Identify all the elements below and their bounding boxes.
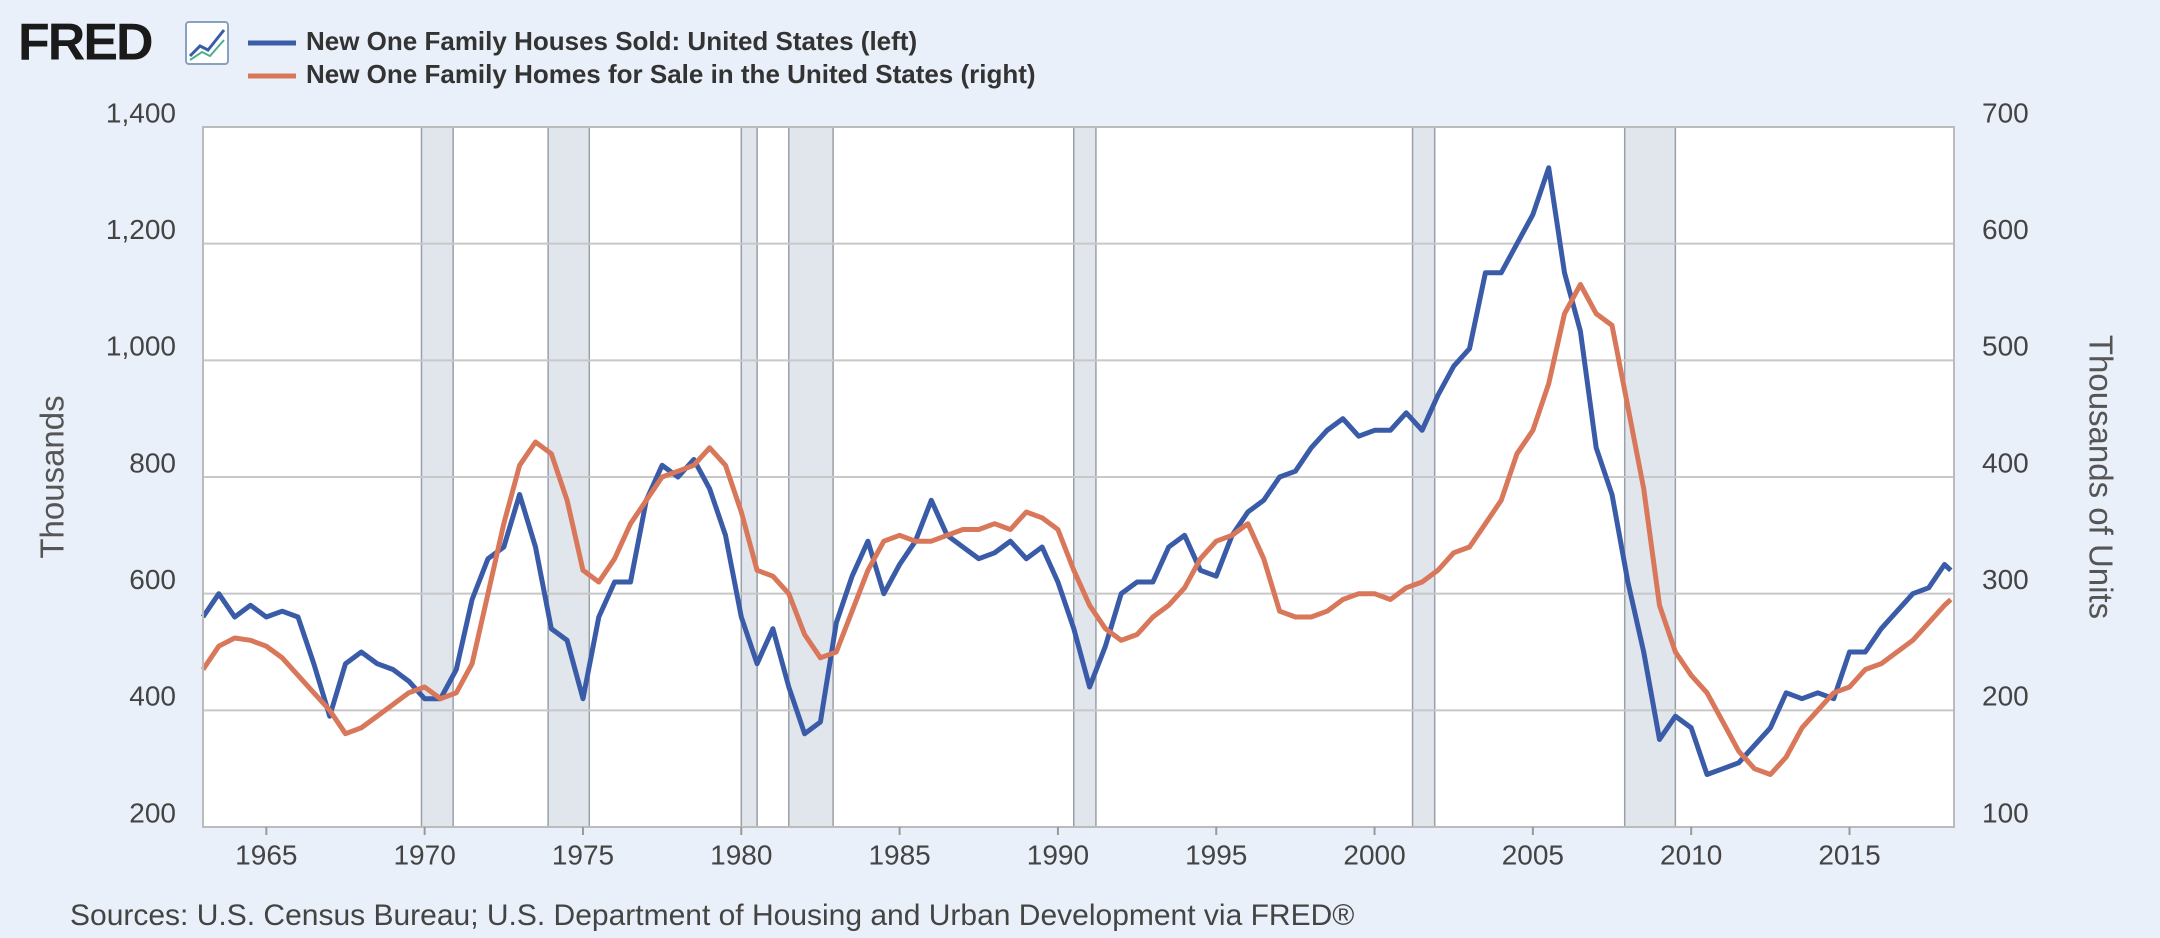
- series-line: [200, 282, 1953, 777]
- plot-frame: [202, 126, 1955, 828]
- legend-label: New One Family Houses Sold: United State…: [306, 26, 917, 56]
- x-tick-label: 1995: [1185, 839, 1247, 870]
- x-tick-label: 1970: [393, 839, 455, 870]
- y-tick-label: 1,200: [106, 214, 176, 245]
- logo: FRED: [18, 14, 152, 72]
- x-tick-label: 2015: [1818, 839, 1880, 870]
- y-tick-label: 1,000: [106, 331, 176, 362]
- x-tick-label: 1990: [1027, 839, 1089, 870]
- x-tick-label: 2005: [1502, 839, 1564, 870]
- y2-tick-label: 700: [1982, 97, 2029, 128]
- x-tick-label: 1965: [235, 839, 297, 870]
- source: Sources: U.S. Census Bureau; U.S. Depart…: [70, 899, 1354, 932]
- y2-tick-label: 500: [1982, 331, 2029, 362]
- x-tick-label: 1980: [710, 839, 772, 870]
- x-tick-label: 2000: [1343, 839, 1405, 870]
- y-tick-label: 1,400: [106, 97, 176, 128]
- x-tick-label: 1985: [868, 839, 930, 870]
- legend-label: New One Family Homes for Sale in the Uni…: [306, 59, 1036, 89]
- y2-tick-label: 600: [1982, 214, 2029, 245]
- y2-tick-label: 300: [1982, 564, 2029, 595]
- logo-icon: [185, 21, 229, 65]
- y2-tick-label: 100: [1982, 797, 2029, 828]
- y-axis-title: Thousands: [34, 395, 71, 558]
- y-tick-label: 600: [129, 564, 176, 595]
- y-tick-label: 800: [129, 447, 176, 478]
- y2-axis-title: Thousands of Units: [2082, 335, 2119, 619]
- y-tick-label: 200: [129, 797, 176, 828]
- x-tick-label: 2010: [1660, 839, 1722, 870]
- lines: [200, 165, 1953, 777]
- y-tick-label: 400: [129, 681, 176, 712]
- y2-tick-label: 400: [1982, 447, 2029, 478]
- x-tick-label: 1975: [552, 839, 614, 870]
- y2-tick-label: 200: [1982, 681, 2029, 712]
